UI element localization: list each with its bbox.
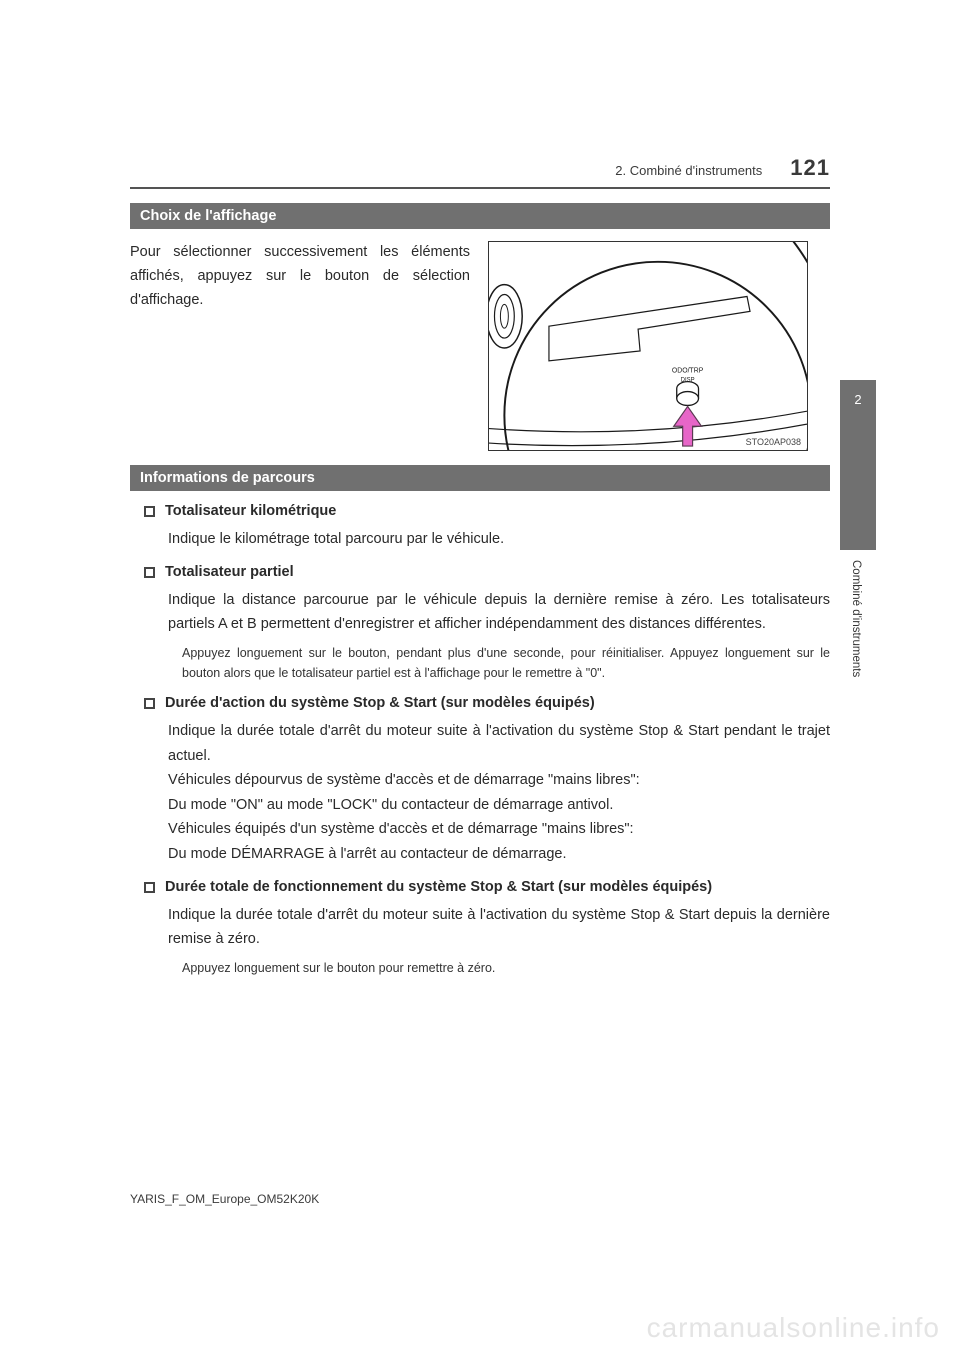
intro-row: Pour sélectionner successivement les élé… — [130, 241, 830, 451]
page-header: 2. Combiné d'instruments 121 — [130, 155, 830, 181]
section-heading-info: Informations de parcours — [130, 465, 830, 491]
breadcrumb: 2. Combiné d'instruments — [615, 163, 762, 178]
watermark: carmanualsonline.info — [647, 1312, 940, 1344]
item-title: Totalisateur partiel — [165, 564, 294, 580]
button-label-disp: DISP — [681, 378, 695, 384]
bullet-square-icon — [144, 882, 155, 893]
item-body: Indique la durée totale d'arrêt du moteu… — [168, 719, 830, 867]
item-note: Appuyez longuement sur le bouton pour re… — [182, 958, 830, 978]
chapter-tab: 2 — [840, 380, 876, 550]
intro-text: Pour sélectionner successivement les élé… — [130, 241, 470, 313]
item-title: Durée totale de fonctionnement du systèm… — [165, 879, 712, 895]
button-label-odo: ODO/TRP — [672, 368, 704, 375]
item-body: Indique la durée totale d'arrêt du moteu… — [168, 903, 830, 952]
bullet-square-icon — [144, 567, 155, 578]
page-number: 121 — [790, 155, 830, 181]
chapter-number: 2 — [854, 392, 861, 407]
item-body: Indique la distance parcourue par le véh… — [168, 588, 830, 637]
bullet-square-icon — [144, 506, 155, 517]
page-content: 2. Combiné d'instruments 121 Choix de l'… — [130, 155, 830, 984]
dashboard-illustration: ODO/TRP DISP — [489, 242, 807, 450]
item-body: Indique le kilométrage total parcouru pa… — [168, 527, 830, 552]
item-trip: Totalisateur partiel Indique la distance… — [144, 564, 830, 683]
header-rule — [130, 187, 830, 189]
item-stopstart-trip: Durée d'action du système Stop & Start (… — [144, 695, 830, 867]
figure-code: STO20AP038 — [744, 437, 803, 447]
item-note: Appuyez longuement sur le bouton, pendan… — [182, 643, 830, 683]
item-title: Totalisateur kilométrique — [165, 503, 336, 519]
footer-doc-code: YARIS_F_OM_Europe_OM52K20K — [130, 1192, 319, 1206]
chapter-label: Combiné d'instruments — [850, 560, 862, 677]
bullet-square-icon — [144, 698, 155, 709]
item-title: Durée d'action du système Stop & Start (… — [165, 695, 595, 711]
dashboard-figure: ODO/TRP DISP STO20AP038 — [488, 241, 808, 451]
item-odometer: Totalisateur kilométrique Indique le kil… — [144, 503, 830, 552]
item-stopstart-total: Durée totale de fonctionnement du systèm… — [144, 879, 830, 978]
section-heading-choix: Choix de l'affichage — [130, 203, 830, 229]
